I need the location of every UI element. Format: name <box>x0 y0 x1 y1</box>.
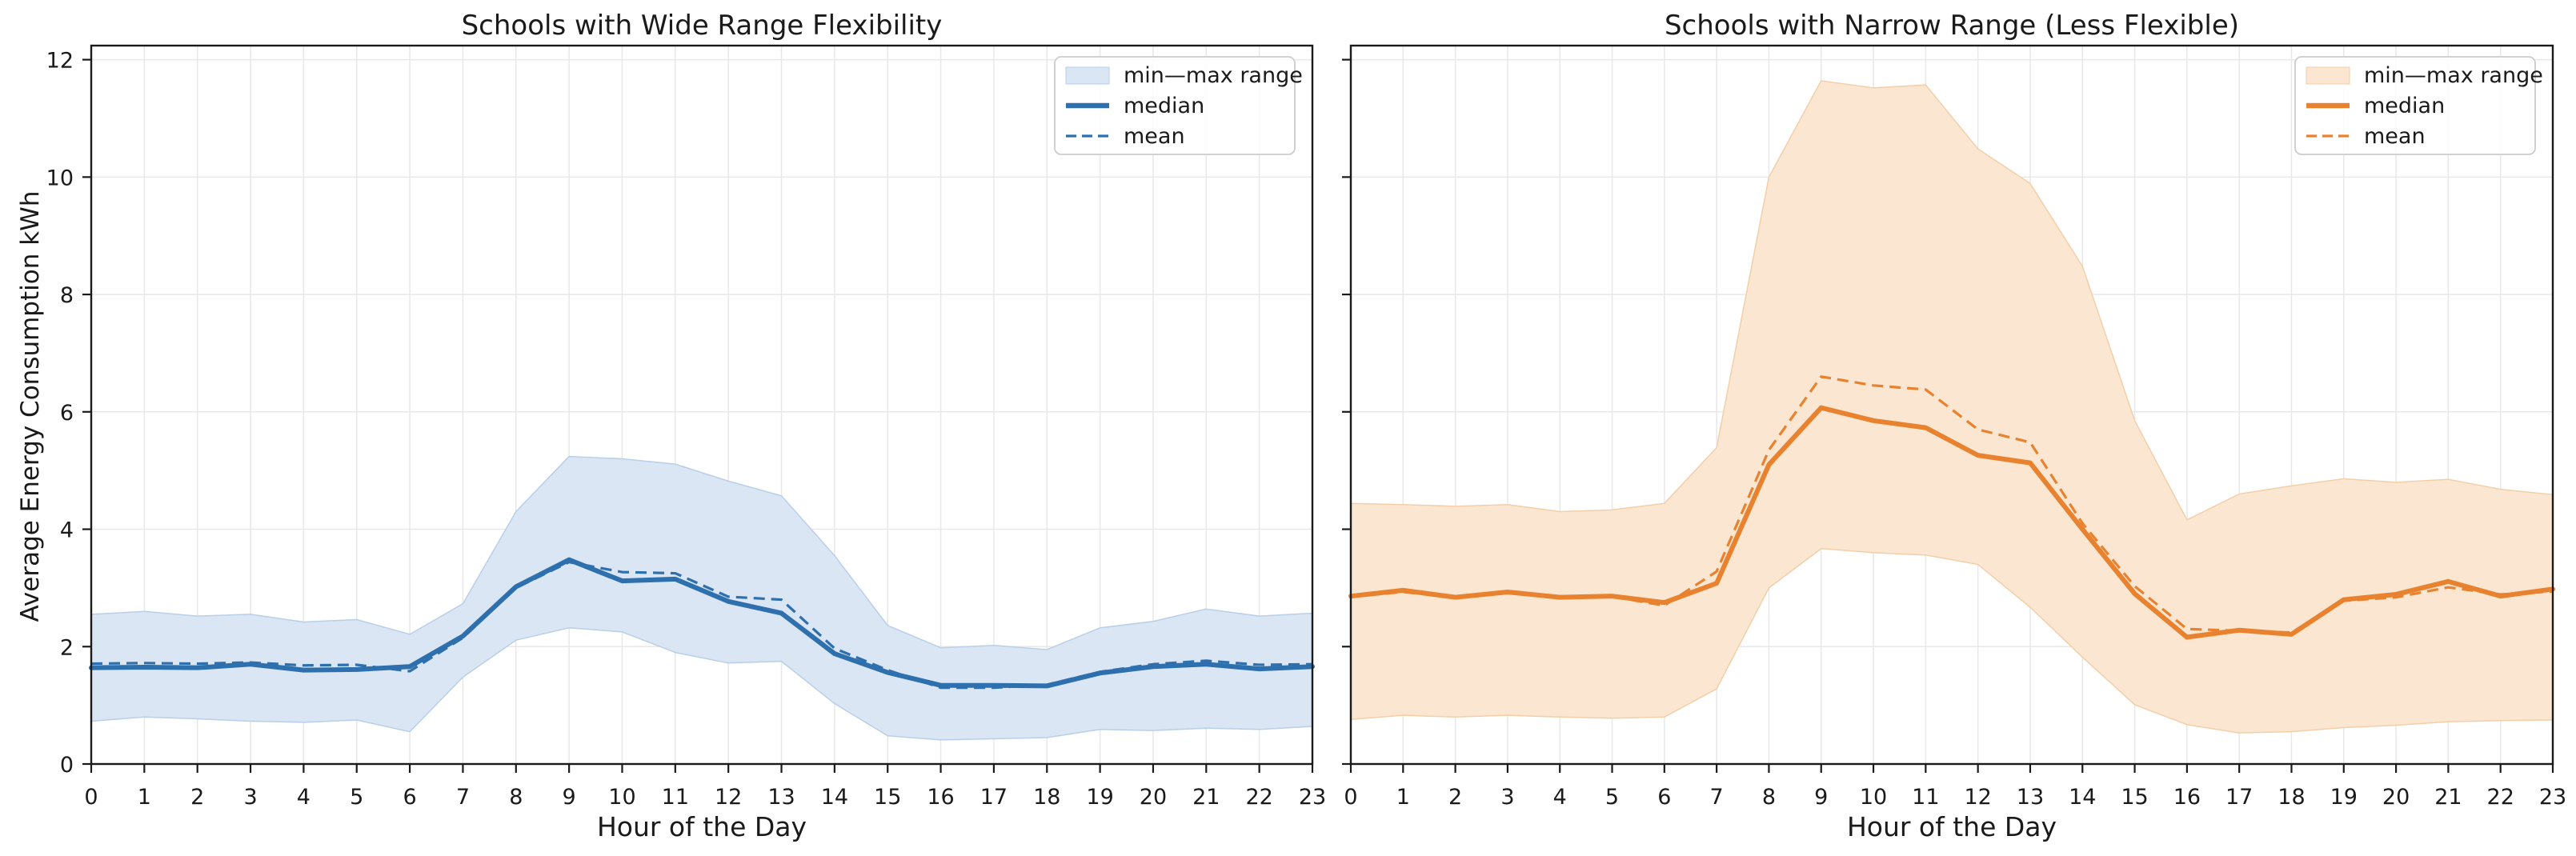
x-tick-label: 5 <box>350 785 363 810</box>
x-tick-label: 18 <box>2278 785 2305 810</box>
mean-line <box>1350 375 2554 634</box>
legend-label: mean <box>1124 124 1185 149</box>
x-tick-label: 17 <box>980 785 1008 810</box>
mean-line <box>90 561 1313 690</box>
legend-band-swatch <box>1065 66 1110 85</box>
y-tick-label: 4 <box>60 518 74 543</box>
tick-labels: 0 1 2 3 4 5 6 7 8 9 10 11 12 13 14 15 16 17 18 19 20 21 22 2302… <box>46 49 1327 810</box>
x-tick-label: 16 <box>927 785 954 810</box>
x-tick-label: 21 <box>1192 785 1220 810</box>
x-tick-label: 3 <box>243 785 257 810</box>
x-tick-label: 12 <box>1964 785 1991 810</box>
x-tick-label: 14 <box>2069 785 2096 810</box>
x-tick-label: 15 <box>874 785 901 810</box>
x-tick-label: 10 <box>608 785 635 810</box>
x-tick-label: 1 <box>1396 785 1410 810</box>
y-tick-label: 10 <box>46 166 74 190</box>
y-tick-label: 6 <box>60 401 74 426</box>
x-tick-label: 19 <box>1086 785 1113 810</box>
right-x-axis-label: Hour of the Day <box>1846 811 2057 842</box>
x-tick-label: 1 <box>138 785 151 810</box>
tick-marks <box>1342 58 2554 773</box>
x-tick-label: 22 <box>2487 785 2514 810</box>
x-tick-label: 18 <box>1033 785 1060 810</box>
x-tick-label: 0 <box>1344 785 1357 810</box>
x-tick-label: 8 <box>1762 785 1776 810</box>
x-tick-label: 6 <box>1657 785 1671 810</box>
legend-item-band: min—max range <box>1065 63 1303 88</box>
legend-item-mean: mean <box>2306 124 2426 149</box>
x-tick-label: 0 <box>84 785 98 810</box>
left-x-axis-label: Hour of the Day <box>596 811 807 842</box>
x-tick-label: 8 <box>509 785 523 810</box>
left-chart: 0 1 2 3 4 5 6 7 8 9 10 11 12 13 14 15 16 17 18 19 20 21 22 2302… <box>46 44 1327 810</box>
right-chart-title: Schools with Narrow Range (Less Flexible… <box>1664 10 2240 42</box>
legend-label: min—max range <box>2364 63 2543 88</box>
x-tick-label: 23 <box>2539 785 2566 810</box>
x-tick-label: 7 <box>456 785 470 810</box>
x-tick-label: 13 <box>767 785 795 810</box>
y-tick-label: 0 <box>60 753 74 778</box>
min-max-band <box>1350 80 2554 734</box>
y-axis-label: Average Energy Consumption kWh <box>16 190 45 622</box>
y-tick-label: 8 <box>60 283 74 308</box>
legend-label: min—max range <box>1124 63 1303 88</box>
x-tick-label: 21 <box>2434 785 2462 810</box>
x-tick-label: 4 <box>297 785 310 810</box>
x-tick-label: 13 <box>2017 785 2044 810</box>
legend-item-band: min—max range <box>2306 63 2543 88</box>
left-chart-title: Schools with Wide Range Flexibility <box>461 10 943 42</box>
min-max-band <box>90 455 1313 741</box>
x-tick-label: 22 <box>1245 785 1272 810</box>
legend-item-median: median <box>2306 94 2445 118</box>
x-tick-label: 20 <box>1140 785 1167 810</box>
tick-marks <box>82 58 1314 773</box>
x-tick-label: 7 <box>1710 785 1724 810</box>
x-tick-label: 9 <box>1814 785 1828 810</box>
legend-box <box>1054 56 1296 155</box>
x-tick-label: 11 <box>662 785 689 810</box>
legend-label: median <box>1124 94 1204 118</box>
x-tick-label: 2 <box>1448 785 1462 810</box>
legend-item-median: median <box>1066 94 1204 118</box>
x-tick-label: 10 <box>1860 785 1887 810</box>
legend: min—max range median mean <box>1054 56 1303 155</box>
x-tick-label: 19 <box>2330 785 2358 810</box>
x-tick-label: 23 <box>1299 785 1326 810</box>
x-tick-label: 15 <box>2121 785 2148 810</box>
x-tick-label: 11 <box>1912 785 1939 810</box>
x-tick-label: 3 <box>1500 785 1514 810</box>
x-tick-label: 16 <box>2173 785 2201 810</box>
x-tick-label: 5 <box>1605 785 1619 810</box>
legend-box <box>2294 56 2536 155</box>
axes-frame <box>90 44 1314 766</box>
legend-label: mean <box>2364 124 2426 149</box>
x-tick-label: 20 <box>2382 785 2410 810</box>
legend-label: median <box>2364 94 2445 118</box>
tick-labels: 0 1 2 3 4 5 6 7 8 9 10 11 12 13 14 15 16 17 18 19 20 21 22 23 <box>1344 785 2566 810</box>
x-tick-label: 2 <box>190 785 204 810</box>
x-tick-label: 4 <box>1553 785 1567 810</box>
legend-band-swatch <box>2306 66 2350 85</box>
median-line <box>89 557 1315 689</box>
right-chart: 0 1 2 3 4 5 6 7 8 9 10 11 12 13 14 15 16 17 18 19 20 21 22 23mi… <box>1342 44 2566 810</box>
x-tick-label: 14 <box>821 785 848 810</box>
legend: min—max range median mean <box>2294 56 2543 155</box>
y-tick-label: 12 <box>46 49 74 74</box>
x-tick-label: 12 <box>715 785 742 810</box>
legend-item-mean: mean <box>1066 124 1185 149</box>
x-tick-label: 9 <box>563 785 576 810</box>
axes-frame <box>1349 44 2554 766</box>
x-tick-label: 6 <box>403 785 416 810</box>
x-tick-label: 17 <box>2225 785 2253 810</box>
y-tick-label: 2 <box>60 635 74 660</box>
